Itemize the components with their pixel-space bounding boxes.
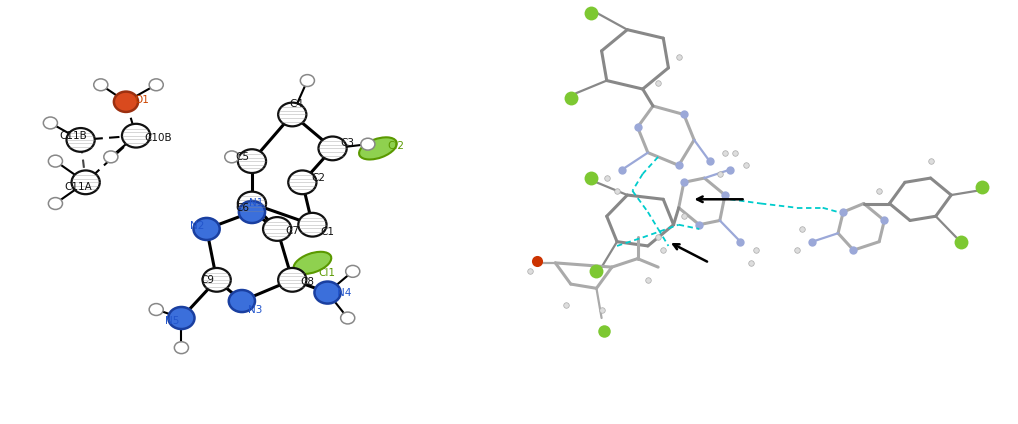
Ellipse shape [104, 151, 118, 163]
Text: C2: C2 [312, 173, 326, 183]
Text: C6: C6 [236, 203, 249, 213]
Ellipse shape [278, 268, 306, 292]
Ellipse shape [341, 312, 354, 324]
Text: N5: N5 [165, 316, 179, 326]
Ellipse shape [238, 192, 266, 215]
Ellipse shape [44, 117, 57, 129]
Ellipse shape [319, 137, 347, 160]
Text: C3: C3 [340, 138, 354, 148]
Ellipse shape [229, 290, 254, 312]
Ellipse shape [293, 252, 331, 274]
Ellipse shape [359, 137, 397, 159]
Ellipse shape [168, 307, 194, 329]
Ellipse shape [94, 79, 108, 91]
Text: C8: C8 [300, 277, 315, 287]
Text: C4: C4 [290, 99, 303, 109]
Ellipse shape [239, 201, 265, 223]
Ellipse shape [300, 75, 315, 86]
Ellipse shape [49, 198, 62, 209]
Ellipse shape [49, 155, 62, 167]
Text: C9: C9 [201, 275, 215, 285]
Ellipse shape [71, 170, 100, 194]
Text: C5: C5 [236, 152, 249, 162]
Ellipse shape [263, 217, 291, 241]
Ellipse shape [114, 92, 138, 112]
Ellipse shape [193, 218, 220, 240]
Ellipse shape [288, 170, 317, 194]
Text: C10B: C10B [145, 133, 172, 143]
Text: N2: N2 [190, 220, 205, 231]
Text: N1: N1 [249, 198, 264, 208]
Text: O1: O1 [134, 95, 149, 105]
Ellipse shape [298, 213, 327, 237]
Ellipse shape [122, 124, 151, 148]
Ellipse shape [150, 79, 163, 91]
Text: Cl2: Cl2 [387, 141, 404, 151]
Text: Cl1: Cl1 [319, 268, 336, 279]
Text: C1: C1 [320, 227, 334, 237]
Text: C11A: C11A [64, 181, 93, 192]
Ellipse shape [203, 268, 231, 292]
Text: N3: N3 [248, 305, 263, 315]
Ellipse shape [346, 265, 359, 277]
Ellipse shape [66, 128, 95, 152]
Text: C7: C7 [285, 226, 299, 236]
Ellipse shape [278, 103, 306, 126]
Text: C11B: C11B [59, 131, 88, 141]
Ellipse shape [238, 149, 266, 173]
Text: N4: N4 [337, 288, 351, 298]
Ellipse shape [225, 151, 239, 163]
Ellipse shape [360, 138, 375, 150]
Ellipse shape [315, 282, 341, 304]
Ellipse shape [174, 342, 188, 354]
Ellipse shape [150, 304, 163, 315]
